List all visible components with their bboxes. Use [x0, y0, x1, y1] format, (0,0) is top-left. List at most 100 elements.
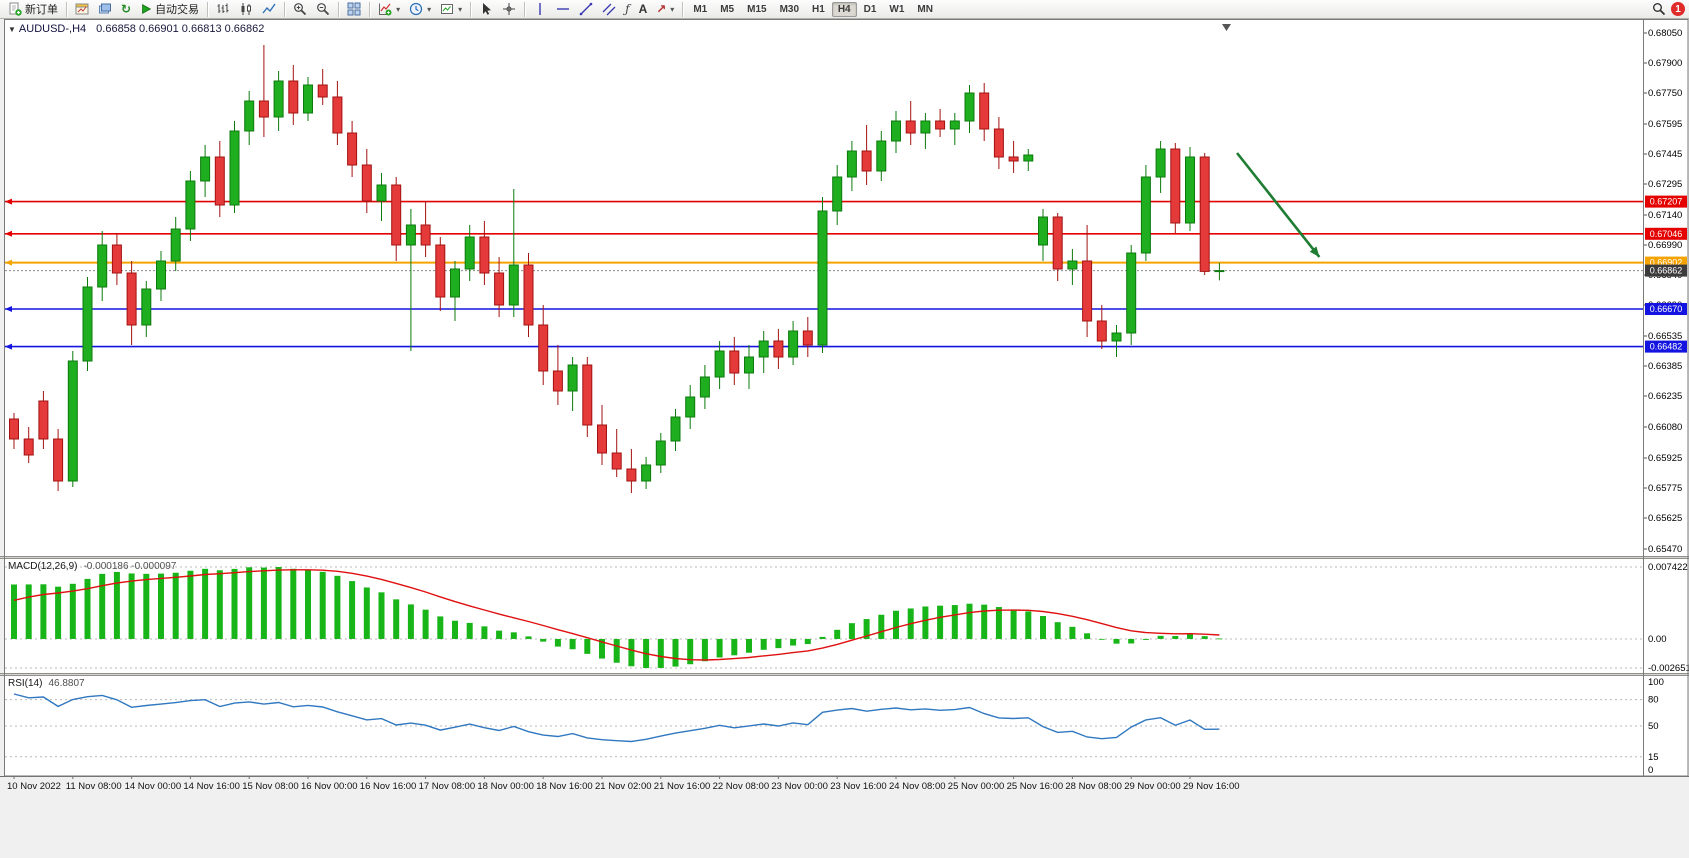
symbol-dropdown-icon[interactable]: ▼: [8, 25, 16, 34]
timeframe-h1[interactable]: H1: [812, 3, 825, 15]
line-chart-button[interactable]: [258, 0, 280, 19]
trendline-tool-button[interactable]: [575, 0, 597, 19]
indicators-button[interactable]: ▾: [374, 0, 404, 19]
timeframe-m15[interactable]: M15: [747, 3, 767, 15]
crosshair-icon: [502, 2, 516, 16]
bar-chart-button[interactable]: [212, 0, 234, 19]
autotrading-button[interactable]: 自动交易: [136, 0, 203, 19]
vertical-line-icon: [533, 2, 547, 16]
timeframe-mn[interactable]: MN: [917, 3, 933, 15]
horizontal-line-icon: [556, 2, 570, 16]
chart-frame: [4, 19, 1689, 777]
svg-text:18 Nov 16:00: 18 Nov 16:00: [536, 781, 593, 792]
vertical-line-tool-button[interactable]: [529, 0, 551, 19]
pane-splitter[interactable]: [0, 556, 1689, 559]
tile-windows-icon: [347, 2, 361, 16]
toolbar: 新订单 ↻ 自动交易 ▾ ▾ ▾ ƒ A ↗ ▾ M1: [0, 0, 1689, 19]
zoom-in-button[interactable]: [289, 0, 311, 19]
rsi-pane: 100 80 50 15 0: [5, 677, 1664, 776]
svg-text:21 Nov 02:00: 21 Nov 02:00: [595, 781, 652, 792]
svg-text:14 Nov 00:00: 14 Nov 00:00: [125, 781, 182, 792]
search-icon: [1652, 2, 1666, 16]
timeframe-d1[interactable]: D1: [863, 3, 877, 15]
timeframe-m1[interactable]: M1: [693, 3, 708, 15]
svg-text:24 Nov 08:00: 24 Nov 08:00: [889, 781, 946, 792]
svg-text:25 Nov 16:00: 25 Nov 16:00: [1007, 781, 1064, 792]
chevron-down-icon: ▾: [396, 4, 401, 14]
svg-text:-0.002651: -0.002651: [1648, 663, 1689, 674]
toolbar-separator: [369, 1, 371, 17]
clock-icon: [409, 2, 423, 16]
svg-text:0.67445: 0.67445: [1648, 149, 1682, 160]
timeframe-w1[interactable]: W1: [889, 3, 905, 15]
timeframe-m5[interactable]: M5: [720, 3, 735, 15]
timeframe-m30[interactable]: M30: [779, 3, 800, 15]
chart-title: ▼ AUDUSD-,H4 0.66858 0.66901 0.66813 0.668…: [8, 23, 264, 35]
chart-symbol-period: AUDUSD-,H4: [18, 23, 87, 35]
candlestick-icon: [239, 2, 253, 16]
tile-windows-button[interactable]: [343, 0, 365, 19]
candlestick-chart-button[interactable]: [235, 0, 257, 19]
svg-text:15: 15: [1648, 752, 1659, 763]
chart-window-button[interactable]: [71, 0, 93, 19]
svg-text:16 Nov 00:00: 16 Nov 00:00: [301, 781, 358, 792]
svg-text:23 Nov 16:00: 23 Nov 16:00: [830, 781, 887, 792]
svg-text:0.66482: 0.66482: [1650, 342, 1683, 352]
svg-text:0.65470: 0.65470: [1648, 544, 1682, 555]
svg-text:0.65625: 0.65625: [1648, 513, 1682, 524]
horizontal-line-tool-button[interactable]: [552, 0, 574, 19]
toolbar-separator: [338, 1, 340, 17]
svg-text:28 Nov 08:00: 28 Nov 08:00: [1065, 781, 1122, 792]
zoom-out-icon: [316, 2, 330, 16]
chevron-down-icon: ▾: [458, 4, 463, 14]
arrows-tool-button[interactable]: ↗ ▾: [652, 0, 678, 19]
svg-text:0.67595: 0.67595: [1648, 119, 1682, 130]
svg-text:0.67046: 0.67046: [1650, 229, 1683, 239]
trend-arrow-annotation[interactable]: [1236, 152, 1321, 258]
chevron-down-icon: ▾: [670, 4, 675, 14]
svg-text:29 Nov 16:00: 29 Nov 16:00: [1183, 781, 1240, 792]
svg-text:80: 80: [1648, 695, 1659, 706]
templates-button[interactable]: ▾: [436, 0, 466, 19]
zoom-in-icon: [293, 2, 307, 16]
pane-splitter[interactable]: [0, 673, 1689, 676]
text-tool-icon: A: [638, 2, 648, 16]
macd-pane: 0.007422 0.00 -0.002651: [5, 562, 1689, 674]
svg-text:0.67295: 0.67295: [1648, 179, 1682, 190]
trendline-icon: [579, 2, 593, 16]
refresh-button[interactable]: ↻: [117, 0, 135, 19]
svg-text:0.66080: 0.66080: [1648, 422, 1682, 433]
fibonacci-tool-button[interactable]: ƒ: [621, 0, 633, 19]
chart-window-icon: [75, 2, 89, 16]
svg-text:15 Nov 08:00: 15 Nov 08:00: [242, 781, 299, 792]
svg-text:0.00: 0.00: [1648, 634, 1667, 645]
crosshair-button[interactable]: [498, 0, 520, 19]
svg-text:0.65775: 0.65775: [1648, 483, 1682, 494]
channel-icon: [602, 2, 616, 16]
svg-text:0.66535: 0.66535: [1648, 331, 1682, 342]
zoom-out-button[interactable]: [312, 0, 334, 19]
channel-tool-button[interactable]: [598, 0, 620, 19]
new-order-button[interactable]: 新订单: [4, 0, 62, 19]
periods-button[interactable]: ▾: [405, 0, 435, 19]
svg-text:29 Nov 00:00: 29 Nov 00:00: [1124, 781, 1181, 792]
timeframe-h4[interactable]: H4: [831, 1, 857, 17]
refresh-icon: ↻: [121, 2, 132, 16]
chart-ohlc-values: 0.66858 0.66901 0.66813 0.66862: [96, 23, 265, 35]
notification-badge[interactable]: 1: [1671, 2, 1685, 16]
svg-text:0.66385: 0.66385: [1648, 361, 1682, 372]
toolbar-separator: [207, 1, 209, 17]
time-axis[interactable]: 10 Nov 2022 11 Nov 08:00 14 Nov 00:00 14 No…: [0, 776, 1689, 792]
svg-text:18 Nov 00:00: 18 Nov 00:00: [477, 781, 534, 792]
cursor-button[interactable]: [475, 0, 497, 19]
profiles-button[interactable]: [94, 0, 116, 19]
search-button[interactable]: [1648, 0, 1670, 19]
svg-text:22 Nov 08:00: 22 Nov 08:00: [713, 781, 770, 792]
chart-shift-marker[interactable]: [1222, 24, 1231, 31]
svg-text:11 Nov 08:00: 11 Nov 08:00: [66, 781, 122, 792]
toolbar-separator: [682, 1, 684, 17]
svg-text:25 Nov 00:00: 25 Nov 00:00: [948, 781, 1005, 792]
text-tool-button[interactable]: A: [635, 0, 652, 19]
